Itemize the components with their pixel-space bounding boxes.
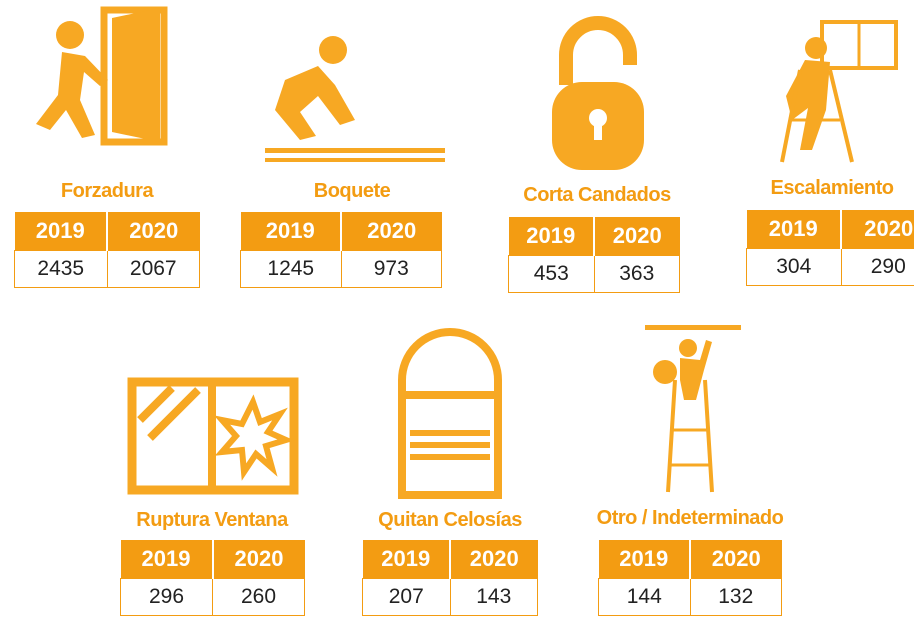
- value-cell: 144: [598, 578, 691, 616]
- header-row: 2019 2020: [508, 217, 680, 256]
- value-row: 144 132: [598, 578, 782, 616]
- year-header: 2020: [840, 210, 914, 249]
- year-header: 2019: [746, 210, 841, 249]
- icon-padlock: [552, 16, 644, 170]
- stats-table: 2019 2020 304 290: [746, 210, 914, 286]
- item-label: Quitan Celosías: [378, 509, 522, 531]
- value-row: 453 363: [508, 255, 680, 293]
- value-cell: 296: [120, 578, 213, 616]
- value-row: 1245 973: [240, 250, 442, 288]
- year-header: 2019: [120, 540, 213, 579]
- item-label: Ruptura Ventana: [136, 509, 288, 531]
- icon-window: [127, 377, 299, 495]
- year-header: 2020: [211, 540, 305, 579]
- stats-table: 2019 2020 2435 2067: [14, 212, 200, 288]
- icon-climb: [780, 20, 898, 163]
- header-row: 2019 2020: [120, 540, 305, 579]
- value-cell: 132: [689, 578, 782, 616]
- year-header: 2020: [449, 540, 538, 579]
- stats-table: 2019 2020 207 143: [362, 540, 538, 616]
- stats-table: 2019 2020 1245 973: [240, 212, 442, 288]
- header-row: 2019 2020: [362, 540, 538, 579]
- header-row: 2019 2020: [240, 212, 442, 251]
- year-header: 2020: [689, 540, 782, 579]
- header-row: 2019 2020: [746, 210, 914, 249]
- value-row: 296 260: [120, 578, 305, 616]
- value-cell: 304: [746, 248, 842, 286]
- value-cell: 363: [593, 255, 680, 293]
- icon-blinds: [398, 328, 502, 499]
- year-header: 2019: [598, 540, 690, 579]
- item-label: Boquete: [313, 180, 391, 202]
- icon-boquete: [265, 36, 445, 162]
- year-header: 2019: [14, 212, 107, 251]
- stats-table: 2019 2020 296 260: [120, 540, 305, 616]
- item-label: Forzadura: [60, 180, 154, 202]
- value-cell: 207: [362, 578, 451, 616]
- value-cell: 1245: [240, 250, 342, 288]
- item-label: Escalamiento: [770, 177, 894, 199]
- header-row: 2019 2020: [14, 212, 200, 251]
- stats-table: 2019 2020 144 132: [598, 540, 782, 616]
- year-header: 2020: [106, 212, 200, 251]
- year-header: 2019: [240, 212, 341, 251]
- value-cell: 453: [508, 255, 595, 293]
- item-label: Corta Candados: [523, 184, 671, 206]
- year-header: 2020: [593, 217, 680, 256]
- icon-other: [645, 325, 741, 493]
- value-cell: 2067: [106, 250, 200, 288]
- value-row: 207 143: [362, 578, 538, 616]
- item-label: Otro / Indeterminado: [596, 507, 784, 529]
- value-cell: 143: [449, 578, 538, 616]
- value-cell: 260: [212, 578, 305, 616]
- year-header: 2019: [362, 540, 450, 579]
- value-cell: 290: [840, 248, 914, 286]
- value-cell: 973: [340, 250, 442, 288]
- stats-table: 2019 2020 453 363: [508, 217, 680, 293]
- header-row: 2019 2020: [598, 540, 782, 579]
- value-cell: 2435: [14, 250, 108, 288]
- icon-door: [36, 6, 168, 146]
- value-row: 2435 2067: [14, 250, 200, 288]
- year-header: 2020: [340, 212, 442, 251]
- value-row: 304 290: [746, 248, 914, 286]
- year-header: 2019: [508, 217, 594, 256]
